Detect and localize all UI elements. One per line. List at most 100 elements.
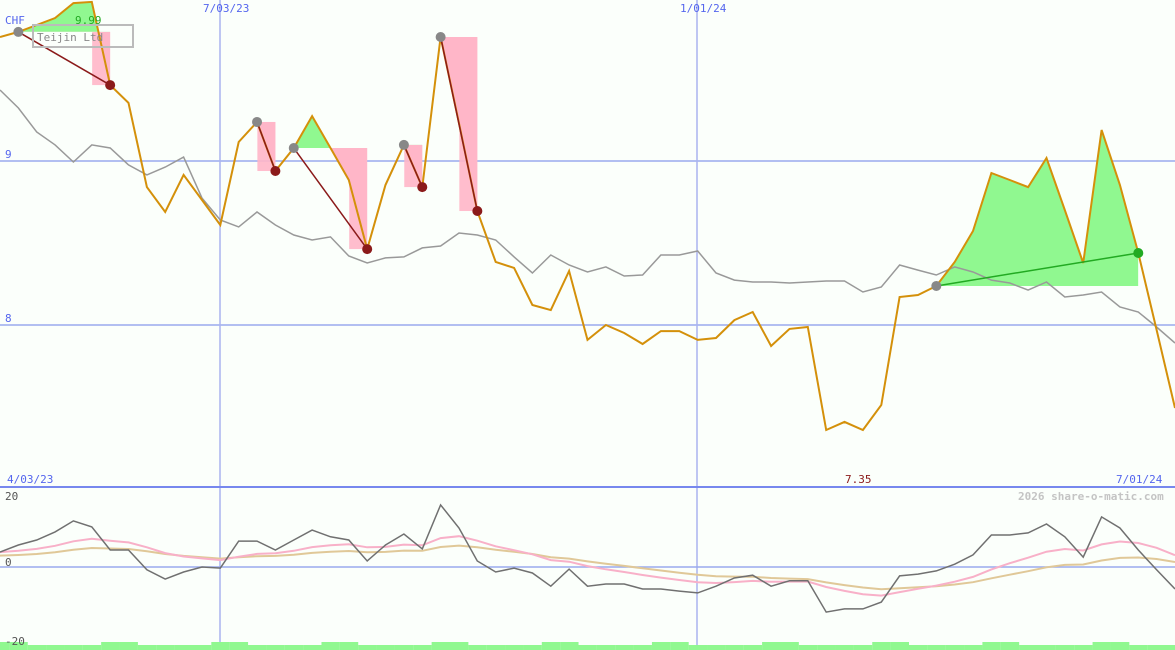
volume-bar: [964, 645, 983, 650]
volume-bar: [1055, 645, 1075, 650]
volume-bar: [1019, 645, 1038, 650]
x-tick-end: 7/01/24: [1116, 473, 1163, 486]
volume-bar: [376, 645, 395, 650]
entry-marker: [288, 143, 299, 154]
volume-bar: [982, 642, 1001, 650]
max-price-label: 9.99: [75, 14, 102, 27]
exit-marker: [472, 206, 483, 217]
volume-bar: [9, 642, 28, 650]
trade-line: [293, 147, 368, 250]
volume-bar: [615, 645, 634, 650]
volume-bar: [174, 645, 193, 650]
volume-bar: [321, 642, 340, 650]
volume-bar: [945, 645, 965, 650]
y-tick-8: 8: [5, 312, 12, 325]
oscillator-panel: [0, 503, 1175, 650]
volume-bar: [284, 645, 304, 650]
trade-gain-area: [936, 130, 1139, 286]
trade-loss-area: [293, 148, 368, 250]
x-tick-jul23: 7/03/23: [203, 2, 249, 15]
entry-marker: [931, 280, 942, 291]
y-tick-9: 9: [5, 148, 12, 161]
volume-bar: [890, 642, 910, 650]
average-line: [0, 89, 1175, 344]
currency-label: CHF: [5, 14, 25, 27]
volume-bar: [156, 645, 175, 650]
volume-bar: [1110, 642, 1130, 650]
exit-marker: [417, 182, 428, 193]
trade-line: [256, 121, 277, 172]
chart-title: Teijin Ltd: [37, 31, 103, 44]
volume-bar: [651, 642, 671, 650]
trade-loss-bar: [459, 37, 478, 212]
volume-bar: [303, 645, 322, 650]
trade-loss-bar: [92, 31, 111, 86]
volume-bar: [468, 645, 487, 650]
trade-line: [403, 144, 423, 188]
volume-bar: [137, 645, 157, 650]
volume-bar: [725, 645, 744, 650]
trade-line: [439, 36, 479, 212]
volume-bar: [927, 645, 946, 650]
volume-bar: [64, 645, 83, 650]
trade-line: [936, 252, 1139, 287]
x-tick-jan24: 1/01/24: [680, 2, 727, 15]
volume-bar: [762, 642, 781, 650]
volume-bar: [670, 642, 689, 650]
entry-marker: [398, 139, 409, 150]
volume-bar: [413, 645, 432, 650]
volume-bar: [633, 645, 652, 650]
volume-bar: [0, 642, 10, 650]
volume-bar: [798, 645, 818, 650]
volume-bar: [1000, 642, 1020, 650]
trade-gain-area: [293, 116, 368, 149]
watermark: 2026 share-o-matic.com: [1018, 490, 1164, 503]
price-line: [0, 0, 1175, 432]
volume-bar: [101, 642, 120, 650]
volume-bar: [27, 645, 47, 650]
exit-marker: [105, 80, 116, 91]
lines: [0, 0, 1175, 432]
osc-tick-20: 20: [5, 490, 18, 503]
volume-bar: [817, 645, 836, 650]
volume-bar: [1037, 645, 1056, 650]
x-tick-start: 4/03/23: [7, 473, 53, 486]
volume-bar: [541, 642, 561, 650]
volume-bar: [560, 642, 579, 650]
oscillator-line: [0, 503, 1175, 613]
volume-bar: [1147, 645, 1167, 650]
volume-bar: [449, 642, 469, 650]
volume-bar: [46, 645, 65, 650]
volume-bar: [211, 642, 230, 650]
osc-tick-neg20: -20: [5, 635, 25, 648]
volume-bar: [1166, 645, 1175, 650]
exit-marker: [362, 244, 373, 255]
volume-bar: [119, 642, 138, 650]
exit-marker: [1133, 248, 1144, 259]
volume-bar: [1129, 645, 1148, 650]
volume-bar: [82, 645, 102, 650]
volume-bar: [358, 645, 377, 650]
volume-bar: [248, 645, 267, 650]
volume-bar: [1074, 645, 1093, 650]
volume-bar: [523, 645, 542, 650]
volume-bar: [505, 645, 524, 650]
volume-bar: [908, 645, 928, 650]
volume-bar: [780, 642, 799, 650]
volume-bar: [872, 642, 891, 650]
volume-bar: [486, 645, 506, 650]
trades: [18, 1, 1139, 286]
volume-bar: [339, 642, 359, 650]
entry-marker: [252, 116, 263, 127]
volume-bar: [835, 645, 854, 650]
trade-loss-bar: [349, 148, 368, 250]
volume-bar: [688, 645, 708, 650]
volume-bar: [431, 642, 451, 650]
volume-bar: [707, 645, 726, 650]
volume-bar: [596, 645, 616, 650]
entry-marker: [13, 26, 24, 37]
volume-bar: [266, 645, 285, 650]
oscillator-fast-line: [0, 535, 1175, 597]
